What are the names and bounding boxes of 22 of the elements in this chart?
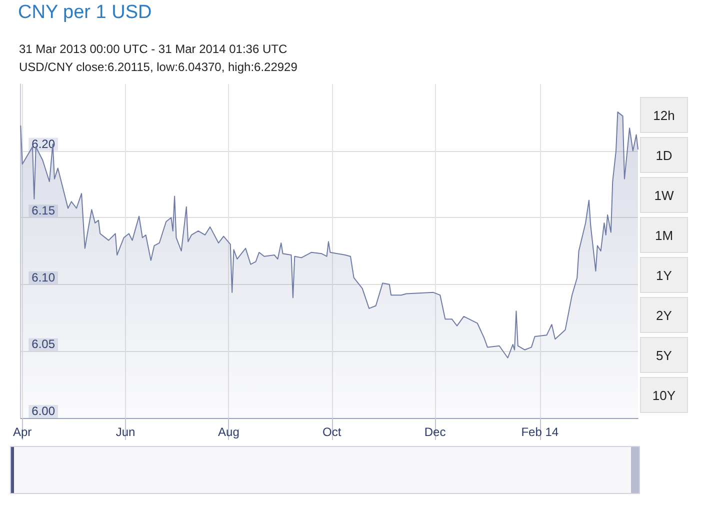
range-button[interactable]: 1D [640,137,688,173]
range-button[interactable]: 5Y [640,337,688,373]
x-tick-label: Aug [218,425,240,439]
x-tick-label: Oct [322,425,342,439]
x-tick-label: Dec [424,425,446,439]
y-tick-label: 6.15 [32,204,56,218]
chart-title: CNY per 1 USD [18,2,152,24]
x-tick-label: Feb 14 [521,425,559,439]
x-tick-label: Jun [116,425,136,439]
y-tick-label: 6.10 [32,270,56,284]
y-tick-label: 6.05 [32,337,56,352]
range-button[interactable]: 10Y [640,377,688,413]
range-button[interactable]: 12h [640,97,688,133]
range-button[interactable]: 1W [640,177,688,213]
chart-subtitle: 31 Mar 2013 00:00 UTC - 31 Mar 2014 01:36 UTC [19,42,288,56]
y-tick-label: 6.20 [32,136,56,151]
y-tick-label: 6.00 [32,404,56,418]
range-button[interactable]: 2Y [640,297,688,333]
range-button[interactable]: 1M [640,217,688,253]
x-tick-label: Apr [12,425,32,439]
text: USD/CNY close:6.20115, low:6.04370, high:6.22929 [19,60,298,74]
range-button[interactable]: 1Y [640,257,688,293]
